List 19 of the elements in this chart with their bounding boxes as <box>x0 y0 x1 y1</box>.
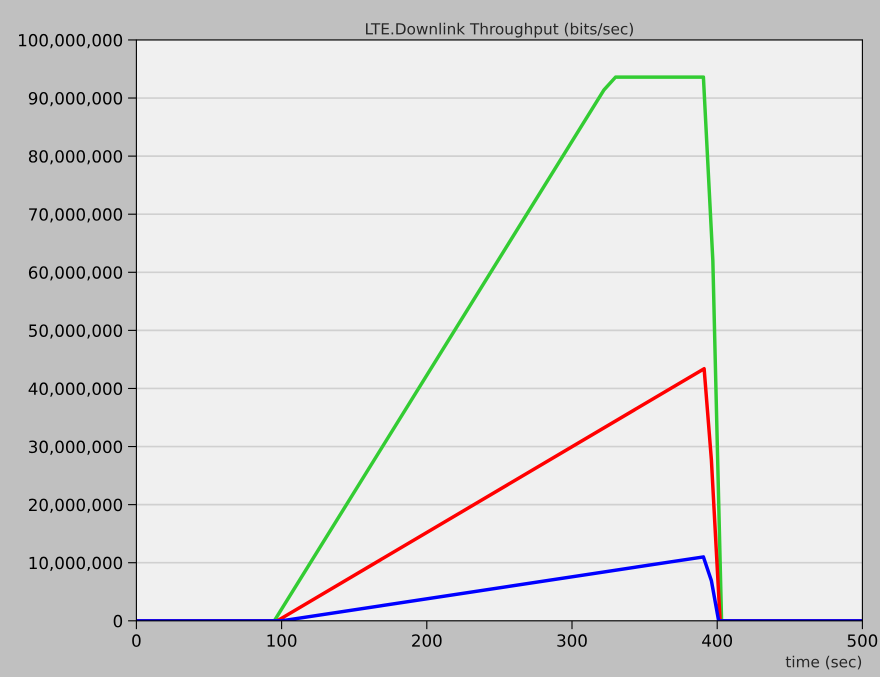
y-tick-label: 80,000,000 <box>28 150 122 164</box>
y-tick-label: 70,000,000 <box>29 208 122 222</box>
x-tick-label: 500 <box>848 634 878 647</box>
x-tick-label: 400 <box>702 634 732 647</box>
y-tick-label: 10,000,000 <box>30 556 122 571</box>
x-tick-label: 100 <box>268 634 296 647</box>
y-tick-label: 40,000,000 <box>28 382 122 397</box>
y-tick-label: 50,000,000 <box>29 324 122 339</box>
y-tick-label: 100,000,000 <box>19 34 122 48</box>
x-tick-label: 300 <box>557 634 587 647</box>
x-tick-label: 0 <box>132 634 141 647</box>
x-axis-title: time (sec) <box>786 656 862 670</box>
chart-title: LTE.Downlink Throughput (bits/sec) <box>366 22 633 38</box>
y-tick-label: 60,000,000 <box>28 266 122 281</box>
y-tick-label: 90,000,000 <box>28 92 122 106</box>
y-tick-label: 30,000,000 <box>29 440 122 455</box>
y-tick-label: 0 <box>114 614 122 628</box>
y-tick-label: 20,000,000 <box>29 498 122 513</box>
x-tick-label: 200 <box>412 634 442 647</box>
